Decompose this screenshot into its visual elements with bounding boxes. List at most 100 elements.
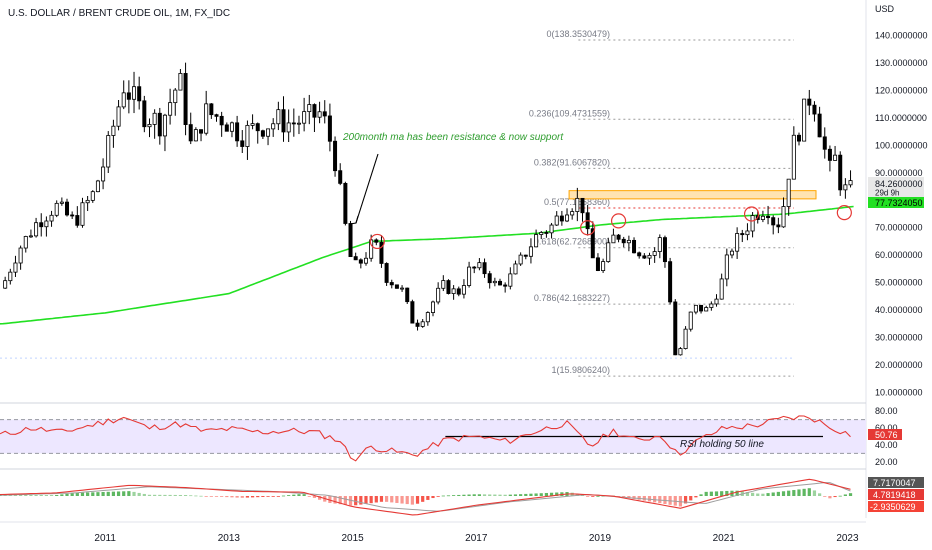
candle (606, 242, 611, 262)
candle (621, 238, 626, 244)
candle (544, 232, 549, 234)
rsi-axis[interactable]: 20.00 40.00 60.00 80.00 (875, 406, 898, 467)
fib-label: 0.786(42.1683227) (534, 293, 610, 303)
histogram-bar (189, 495, 193, 497)
candle (833, 154, 838, 161)
histogram-bar (116, 491, 121, 496)
histogram-bar (787, 490, 791, 496)
candle (152, 112, 157, 125)
histogram-bar (55, 494, 59, 496)
candle (18, 247, 23, 264)
candle (781, 206, 786, 228)
histogram-bar (622, 496, 626, 498)
histogram-bar (591, 496, 595, 497)
histogram-bar (13, 494, 18, 496)
histogram-bar (354, 496, 358, 506)
candle (199, 129, 204, 134)
candles-group (3, 62, 853, 356)
histogram-bar (44, 495, 48, 496)
histogram-bar (137, 492, 141, 496)
candle (595, 257, 600, 272)
histogram-bar (369, 496, 373, 504)
histogram-bar (781, 491, 786, 496)
candle (410, 301, 415, 324)
time-tick: 2019 (589, 533, 612, 544)
candle (616, 234, 621, 240)
candle (523, 254, 528, 257)
macd-histogram (0, 488, 853, 507)
histogram-bar (848, 493, 853, 496)
candle (137, 86, 142, 102)
candle (34, 222, 39, 237)
candle (255, 123, 260, 132)
candle (487, 273, 492, 284)
candle (760, 215, 765, 220)
candle (193, 129, 198, 142)
candle (116, 106, 121, 127)
candle (745, 230, 750, 236)
time-axis[interactable]: 2011 2013 2015 2017 2019 2021 2023 (94, 533, 859, 544)
histogram-bar (153, 494, 157, 496)
histogram-bar (261, 496, 265, 497)
histogram-bar (395, 496, 399, 503)
candle (673, 301, 678, 356)
histogram-bar (797, 489, 801, 496)
candle (173, 89, 178, 104)
fib-label: 0.236(109.4731559) (529, 108, 610, 118)
candle (49, 214, 54, 222)
current-price-badge (868, 177, 924, 197)
fib-label: 0.618(62.7268900) (534, 237, 610, 247)
histogram-bar (838, 495, 842, 497)
candle (590, 228, 595, 259)
histogram-bar (106, 491, 110, 496)
histogram-bar (771, 492, 775, 496)
histogram-bar (400, 496, 404, 504)
candle (214, 114, 219, 117)
histogram-bar (364, 496, 368, 504)
candle (796, 134, 801, 142)
histogram-bar (776, 491, 780, 496)
candle (492, 280, 497, 284)
candle (245, 124, 250, 147)
histogram-bar (735, 490, 739, 496)
histogram-bar (689, 496, 693, 501)
candle (683, 328, 688, 349)
histogram-bar (555, 492, 559, 496)
candle (59, 201, 64, 204)
candle (451, 288, 456, 294)
histogram-bar (122, 491, 126, 496)
histogram-bar (725, 490, 729, 496)
candle (699, 304, 704, 312)
price-tick: 10.0000000 (875, 388, 923, 398)
histogram-bar (101, 491, 105, 496)
candle (307, 104, 312, 113)
current-price: 84.2600000 (875, 179, 923, 189)
histogram-value: -2.9350629 (870, 502, 916, 512)
candle (843, 184, 848, 191)
histogram-bar (658, 496, 662, 504)
rsi-line (0, 415, 851, 462)
candle (250, 123, 255, 126)
histogram-bar (256, 496, 260, 498)
candle (817, 113, 822, 138)
candle (786, 178, 791, 207)
histogram-bar (245, 496, 250, 498)
histogram-bar (297, 494, 301, 496)
price-tick: 120.0000000 (875, 85, 928, 95)
histogram-bar (374, 496, 378, 503)
candle (688, 311, 693, 330)
time-tick: 2011 (94, 533, 116, 544)
histogram-bar (276, 496, 280, 497)
price-axis[interactable]: 10.0000000 20.0000000 30.0000000 40.0000000… (875, 30, 928, 397)
histogram-bar (343, 496, 347, 505)
rsi-tick: 20.00 (875, 457, 898, 467)
resistance-zone (568, 190, 817, 200)
histogram-bar (756, 493, 760, 496)
histogram-bar (178, 494, 183, 496)
candle (436, 287, 441, 303)
histogram-bar (529, 493, 533, 496)
candle (611, 234, 616, 244)
signal-value-badge (868, 489, 924, 500)
candle (90, 191, 95, 201)
